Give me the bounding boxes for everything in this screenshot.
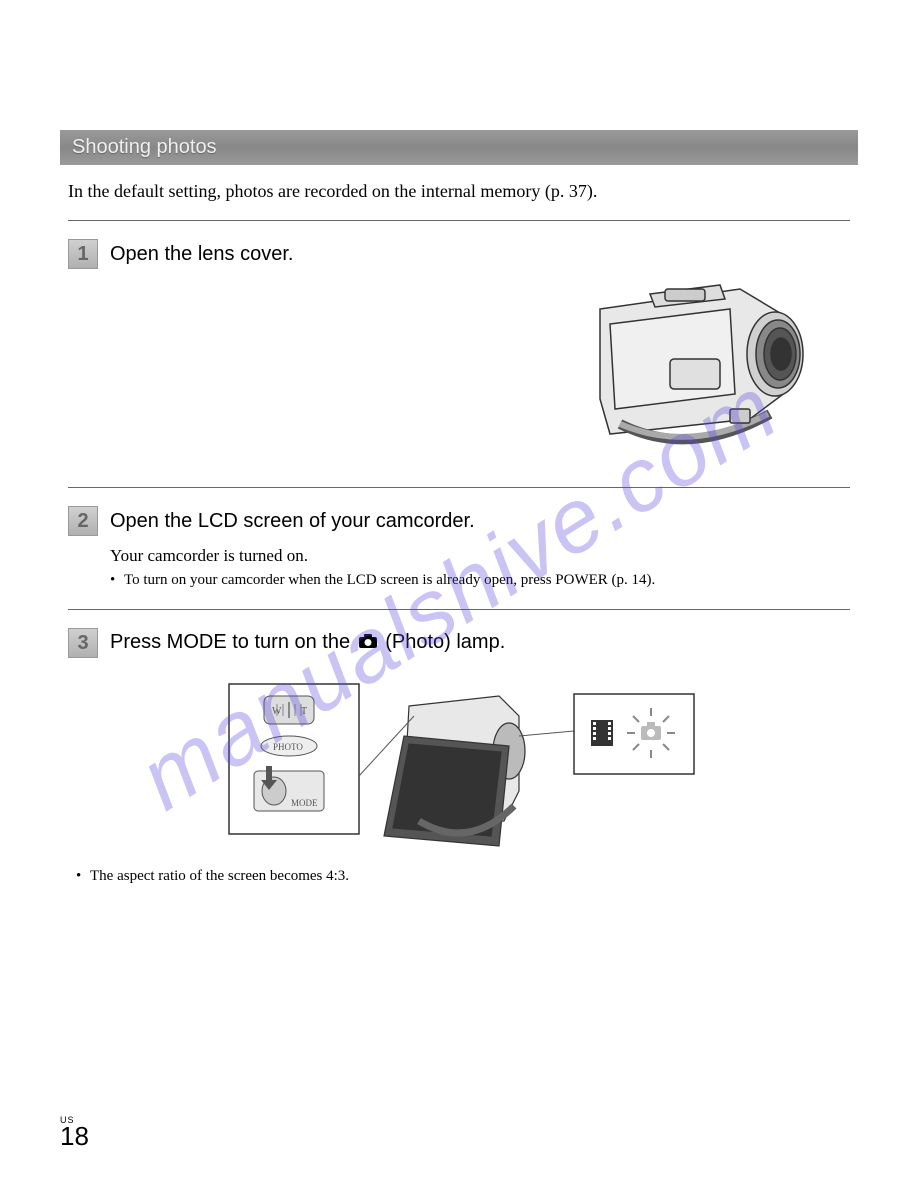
step-title: Press MODE to turn on the (Photo) lamp. bbox=[110, 631, 505, 654]
step-title: Open the LCD screen of your camcorder. bbox=[110, 510, 475, 533]
step-number: 2 bbox=[68, 506, 98, 536]
step-number: 3 bbox=[68, 628, 98, 658]
svg-text:MODE: MODE bbox=[291, 798, 318, 808]
step-2: 2 Open the LCD screen of your camcorder.… bbox=[60, 488, 858, 609]
svg-text:T: T bbox=[301, 706, 307, 717]
title-before: Press MODE to turn on the bbox=[110, 631, 356, 653]
step-1: 1 Open the lens cover. bbox=[60, 221, 858, 487]
mode-illustration: W T PHOTO MODE bbox=[68, 676, 850, 856]
title-after: (Photo) lamp. bbox=[380, 631, 506, 653]
step-number: 1 bbox=[68, 239, 98, 269]
section-header: Shooting photos bbox=[60, 130, 858, 165]
camcorder-illustration bbox=[68, 259, 850, 459]
intro-text: In the default setting, photos are recor… bbox=[68, 181, 850, 202]
svg-text:PHOTO: PHOTO bbox=[273, 742, 303, 752]
step-bullet: To turn on your camcorder when the LCD s… bbox=[110, 570, 850, 591]
step-header: 3 Press MODE to turn on the (Photo) lamp… bbox=[68, 628, 850, 658]
step-header: 2 Open the LCD screen of your camcorder. bbox=[68, 506, 850, 536]
step-title: Open the lens cover. bbox=[110, 243, 293, 266]
step-subtext: Your camcorder is turned on. bbox=[110, 546, 850, 566]
step-bullet: The aspect ratio of the screen becomes 4… bbox=[76, 866, 850, 887]
footer-page-number: 18 bbox=[60, 1121, 89, 1152]
step-body: Your camcorder is turned on. To turn on … bbox=[110, 546, 850, 591]
step-3: 3 Press MODE to turn on the (Photo) lamp… bbox=[60, 610, 858, 905]
camera-icon bbox=[358, 632, 378, 655]
page-footer: US 18 bbox=[60, 1115, 89, 1152]
